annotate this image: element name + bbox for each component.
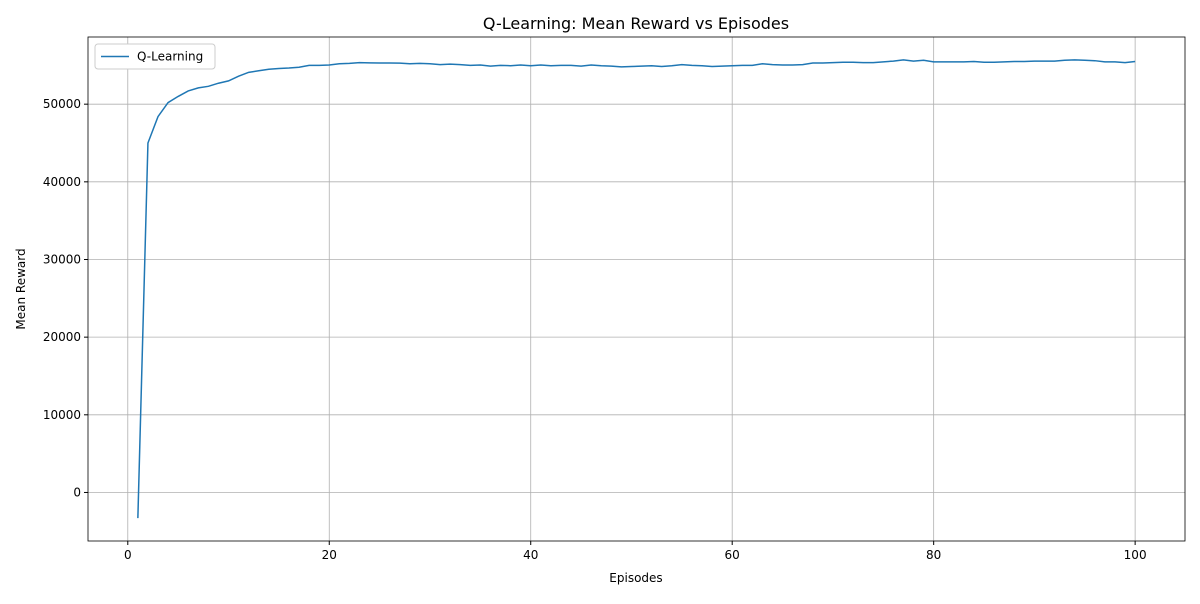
y-tick-label: 50000 [43, 97, 81, 111]
x-tick-label: 40 [523, 548, 538, 562]
chart-title: Q-Learning: Mean Reward vs Episodes [483, 14, 789, 33]
y-tick-label: 0 [73, 485, 81, 499]
y-axis-label: Mean Reward [14, 248, 28, 329]
plot-frame [87, 36, 1186, 542]
legend-box [94, 43, 216, 70]
x-tick-label: 20 [322, 548, 337, 562]
x-tick-label: 100 [1124, 548, 1147, 562]
y-tick-label: 10000 [43, 408, 81, 422]
y-tick-label: 40000 [43, 175, 81, 189]
x-tick-label: 60 [725, 548, 740, 562]
legend-label: Q-Learning [137, 50, 203, 64]
x-tick-label: 80 [926, 548, 941, 562]
x-tick-label: 0 [124, 548, 132, 562]
y-tick-label: 30000 [43, 252, 81, 266]
x-axis-label: Episodes [609, 571, 662, 585]
line [137, 59, 1136, 519]
y-tick-label: 20000 [43, 330, 81, 344]
